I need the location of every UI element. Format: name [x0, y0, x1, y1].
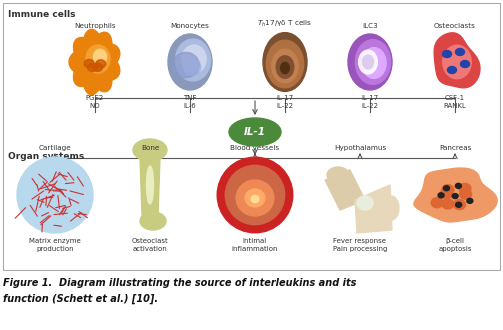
Ellipse shape	[454, 200, 465, 210]
Text: TNF
IL-6: TNF IL-6	[183, 95, 197, 109]
Ellipse shape	[327, 167, 349, 183]
Ellipse shape	[173, 52, 199, 78]
Ellipse shape	[96, 60, 106, 68]
Ellipse shape	[251, 195, 259, 203]
Ellipse shape	[448, 67, 457, 74]
Text: Monocytes: Monocytes	[171, 23, 209, 29]
Ellipse shape	[443, 50, 452, 57]
Text: Intimal
inflammation: Intimal inflammation	[232, 238, 278, 252]
Text: PGE2
NO: PGE2 NO	[86, 95, 104, 109]
Ellipse shape	[456, 202, 462, 207]
Ellipse shape	[459, 183, 471, 193]
Ellipse shape	[461, 60, 469, 68]
Polygon shape	[69, 29, 120, 95]
Ellipse shape	[444, 186, 450, 191]
Ellipse shape	[281, 62, 289, 74]
Text: IL-17
IL-22: IL-17 IL-22	[276, 95, 294, 109]
Polygon shape	[434, 33, 480, 88]
Text: Pancreas: Pancreas	[439, 145, 471, 151]
Polygon shape	[140, 157, 160, 215]
Ellipse shape	[133, 139, 167, 161]
Text: Neutrophils: Neutrophils	[74, 23, 116, 29]
Ellipse shape	[440, 189, 452, 199]
Text: Matrix enzyme
production: Matrix enzyme production	[29, 238, 81, 252]
Ellipse shape	[438, 193, 444, 198]
Text: Osteoclast
activation: Osteoclast activation	[132, 238, 169, 252]
Ellipse shape	[442, 185, 454, 195]
Text: function (Schett et al.) [10].: function (Schett et al.) [10].	[3, 294, 158, 304]
Ellipse shape	[168, 34, 212, 90]
Text: Bone: Bone	[141, 145, 159, 151]
Text: Osteoclasts: Osteoclasts	[434, 23, 476, 29]
Text: $T_h$17/γδ T cells: $T_h$17/γδ T cells	[258, 19, 312, 29]
Text: ILC3: ILC3	[362, 23, 378, 29]
Ellipse shape	[229, 118, 281, 146]
Polygon shape	[325, 170, 365, 210]
Ellipse shape	[84, 59, 94, 67]
Ellipse shape	[93, 63, 103, 71]
Ellipse shape	[182, 45, 206, 73]
Ellipse shape	[348, 34, 392, 90]
Ellipse shape	[383, 196, 399, 220]
Ellipse shape	[362, 48, 386, 79]
Ellipse shape	[443, 45, 471, 79]
Bar	[3, 3, 500, 270]
Ellipse shape	[452, 194, 458, 199]
Ellipse shape	[467, 198, 473, 203]
Ellipse shape	[146, 166, 153, 204]
Ellipse shape	[263, 33, 307, 91]
Text: Figure 1.  Diagram illustrating the source of interleukins and its: Figure 1. Diagram illustrating the sourc…	[3, 278, 356, 288]
Text: Organ systems: Organ systems	[8, 152, 84, 161]
Polygon shape	[355, 185, 392, 233]
Ellipse shape	[94, 49, 107, 65]
Ellipse shape	[455, 183, 461, 188]
Ellipse shape	[363, 55, 374, 69]
Ellipse shape	[225, 165, 285, 225]
Ellipse shape	[276, 56, 294, 78]
Text: CSF-1
RANKL: CSF-1 RANKL	[444, 95, 466, 109]
Ellipse shape	[266, 40, 304, 88]
Text: Immune cells: Immune cells	[8, 10, 75, 19]
Ellipse shape	[183, 59, 201, 75]
Ellipse shape	[272, 49, 298, 83]
Text: Hypothalamus: Hypothalamus	[334, 145, 386, 151]
Text: Cartilage: Cartilage	[39, 145, 71, 151]
Text: IL-17
IL-22: IL-17 IL-22	[361, 95, 379, 109]
Ellipse shape	[17, 157, 93, 233]
Text: Blood vessels: Blood vessels	[230, 145, 280, 151]
Ellipse shape	[88, 63, 98, 72]
Ellipse shape	[357, 196, 373, 210]
Text: Fever response
Pain processing: Fever response Pain processing	[333, 238, 387, 252]
Ellipse shape	[176, 39, 211, 81]
Text: IL-1: IL-1	[244, 127, 266, 137]
Ellipse shape	[442, 199, 454, 209]
Polygon shape	[414, 168, 497, 222]
Ellipse shape	[359, 50, 377, 74]
Ellipse shape	[456, 49, 464, 55]
Ellipse shape	[140, 212, 166, 230]
Ellipse shape	[86, 45, 110, 73]
Ellipse shape	[460, 189, 472, 199]
Ellipse shape	[236, 180, 274, 216]
Ellipse shape	[431, 198, 443, 208]
Ellipse shape	[245, 189, 265, 207]
Ellipse shape	[217, 157, 293, 233]
Text: β-cell
apoptosis: β-cell apoptosis	[438, 238, 472, 252]
Ellipse shape	[356, 40, 391, 84]
